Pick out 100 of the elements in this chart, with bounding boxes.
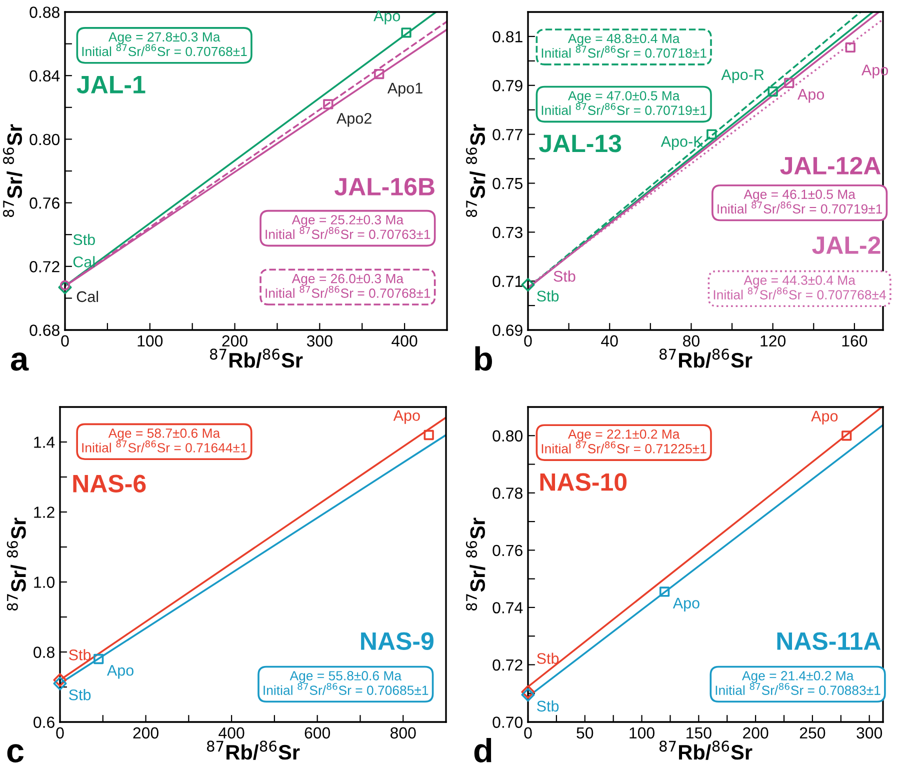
text: JAL-2 bbox=[812, 236, 880, 254]
y-tick-label: 1.4 bbox=[34, 436, 55, 448]
text: d bbox=[474, 738, 492, 762]
x-tick-label: 120 bbox=[760, 335, 786, 347]
annotation: Age = 44.3±0.4 Ma Initial $^{87}$Sr/$^{86}$Sr = 0.707768±4 bbox=[714, 276, 886, 300]
x-tick-label: 200 bbox=[222, 335, 248, 347]
y-axis-title: $^{87}$Sr/ $^{86}$Sr bbox=[466, 124, 486, 217]
point bbox=[521, 688, 535, 702]
annotation: Stb bbox=[537, 700, 559, 712]
y-tick-label: 0.71 bbox=[492, 276, 522, 288]
point bbox=[60, 280, 70, 290]
annotation: Cal bbox=[76, 290, 98, 302]
annotation: Apo1 bbox=[387, 82, 422, 97]
y-tick-label: 0.88 bbox=[30, 6, 60, 18]
y-tick-label: 0.73 bbox=[492, 226, 522, 238]
annotation: Apo bbox=[393, 410, 420, 424]
text: JAL-1 bbox=[76, 76, 146, 94]
y-tick-label: 0.80 bbox=[30, 134, 60, 146]
point bbox=[842, 430, 852, 441]
x-tick-label: 300 bbox=[306, 335, 332, 347]
y-tick-label: 0.76 bbox=[30, 197, 60, 209]
point bbox=[94, 654, 104, 664]
y-tick-label: 0.77 bbox=[492, 128, 522, 140]
annotation: Age = 26.0±0.3 Ma Initial $^{87}$Sr/$^{86}$Sr = 0.70768±1 bbox=[266, 274, 430, 298]
y-tick-label: 0.84 bbox=[30, 70, 60, 82]
x-tick-label: 300 bbox=[856, 727, 882, 739]
point bbox=[845, 42, 856, 53]
text: c bbox=[7, 744, 24, 762]
x-tick-label: 200 bbox=[133, 727, 158, 739]
x-tick-label: 0 bbox=[61, 335, 69, 347]
x-tick-label: 400 bbox=[218, 727, 244, 739]
series-label: JAL-13 bbox=[539, 134, 622, 152]
y-tick-label: 0.79 bbox=[492, 80, 522, 92]
x-axis-title: $^{87}$Rb/$^{86}$Sr bbox=[660, 740, 752, 760]
point bbox=[53, 676, 67, 690]
y-tick-label: 0.68 bbox=[30, 324, 60, 336]
annotation: Apo bbox=[106, 665, 134, 679]
annotation: Age = 48.8±0.4 Ma Initial $^{87}$Sr/$^{86}$Sr = 0.70718±1 bbox=[542, 34, 706, 58]
point bbox=[706, 129, 717, 140]
point bbox=[659, 586, 670, 597]
annotation: Apo-K bbox=[660, 136, 704, 150]
annotation: Age = 47.0±0.5 Ma Initial $^{87}$Sr/$^{86}$Sr = 0.70719±1 bbox=[542, 91, 706, 116]
point bbox=[768, 86, 778, 97]
x-tick-label: 100 bbox=[630, 727, 654, 739]
annotation: Age = 46.1±0.5 Ma Initial $^{87}$Sr/$^{86}$Sr = 0.70719±1 bbox=[718, 190, 882, 214]
annotation: Age = 27.8±0.3 Ma Initial $^{87}$Sr/$^{86}$Sr = 0.70768±1 bbox=[82, 32, 247, 56]
y-tick-label: 0.72 bbox=[492, 659, 522, 671]
point bbox=[401, 28, 412, 38]
y-axis-title: $^{87}$Sr/ $^{86}$Sr bbox=[6, 518, 26, 610]
text: JAL-16B bbox=[334, 178, 434, 196]
x-axis-title: $^{87}$Rb/$^{86}$Sr bbox=[210, 348, 303, 368]
x-tick-label: 100 bbox=[138, 335, 163, 347]
text: b bbox=[475, 346, 492, 371]
x-axis-title: $^{87}$Rb/$^{86}$Sr bbox=[660, 348, 752, 368]
y-tick-label: 0.8 bbox=[34, 646, 54, 658]
x-axis-title: $^{87}$Rb/$^{86}$Sr bbox=[207, 740, 300, 760]
y-tick-label: 0.81 bbox=[492, 31, 522, 42]
y-tick-label: 0.69 bbox=[492, 324, 522, 336]
point bbox=[58, 280, 72, 294]
annotation: Apo-R bbox=[721, 69, 764, 84]
point bbox=[784, 78, 794, 88]
x-tick-label: 600 bbox=[304, 727, 330, 739]
annotation: Stb bbox=[554, 270, 576, 282]
text: NAS-6 bbox=[73, 474, 146, 492]
text: a bbox=[10, 352, 29, 371]
x-tick-label: 50 bbox=[576, 727, 594, 739]
text: NAS-9 bbox=[361, 632, 434, 650]
point bbox=[53, 673, 67, 687]
y-axis-title: $^{87}$Sr/ $^{86}$Sr bbox=[2, 124, 22, 217]
y-tick-label: 0.76 bbox=[492, 544, 522, 556]
y-tick-label: 0.72 bbox=[30, 261, 60, 272]
x-tick-label: 800 bbox=[390, 727, 416, 739]
x-tick-label: 80 bbox=[683, 335, 700, 347]
annotation: Stb bbox=[69, 649, 91, 660]
x-tick-label: 150 bbox=[686, 727, 712, 739]
point bbox=[521, 685, 535, 699]
x-tick-label: 400 bbox=[392, 335, 418, 347]
point bbox=[374, 68, 384, 80]
point bbox=[323, 99, 334, 110]
point bbox=[424, 430, 434, 440]
annotation: Apo bbox=[672, 598, 700, 612]
text: NAS-10 bbox=[540, 473, 627, 491]
x-tick-label: 0 bbox=[524, 727, 532, 739]
annotation: Apo bbox=[374, 10, 400, 24]
x-tick-label: 160 bbox=[842, 335, 868, 347]
y-tick-label: 0.74 bbox=[492, 602, 523, 614]
x-tick-label: 250 bbox=[800, 727, 826, 739]
annotation: Cal bbox=[73, 256, 95, 268]
y-tick-label: 0.78 bbox=[492, 488, 522, 499]
point bbox=[521, 278, 535, 292]
y-tick-label: 0.75 bbox=[492, 178, 522, 190]
y-tick-label: 0.6 bbox=[34, 716, 54, 728]
y-tick-label: 1.2 bbox=[34, 506, 54, 518]
x-tick-label: 0 bbox=[524, 335, 532, 347]
annotation: Apo bbox=[798, 89, 824, 103]
annotation: Age = 22.1±0.2 Ma Initial $^{87}$Sr/$^{86}$Sr = 0.71225±1 bbox=[542, 429, 706, 454]
x-tick-label: 40 bbox=[601, 335, 618, 347]
y-tick-label: 1.0 bbox=[34, 576, 55, 588]
annotation: Stb bbox=[73, 234, 95, 246]
annotation: Stb bbox=[69, 689, 91, 700]
